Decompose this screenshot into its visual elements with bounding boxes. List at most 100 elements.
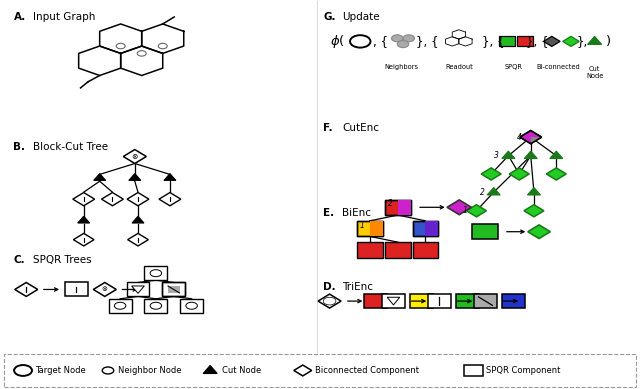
Polygon shape bbox=[528, 225, 550, 238]
Text: $\phi($: $\phi($ bbox=[330, 33, 344, 50]
Polygon shape bbox=[387, 297, 400, 305]
Text: Target Node: Target Node bbox=[35, 366, 86, 375]
Bar bbox=[357, 221, 383, 237]
Text: CutEnc: CutEnc bbox=[342, 123, 380, 133]
Polygon shape bbox=[370, 221, 383, 237]
Text: G.: G. bbox=[323, 12, 336, 22]
Polygon shape bbox=[129, 173, 141, 180]
Text: ): ) bbox=[605, 35, 611, 48]
Text: }, {: }, { bbox=[481, 35, 504, 48]
Polygon shape bbox=[543, 36, 560, 46]
Bar bbox=[127, 282, 150, 296]
Circle shape bbox=[350, 35, 371, 47]
Bar bbox=[357, 221, 383, 237]
Polygon shape bbox=[502, 151, 515, 159]
Polygon shape bbox=[481, 168, 501, 180]
Polygon shape bbox=[294, 365, 312, 376]
Text: F.: F. bbox=[323, 123, 333, 133]
Bar bbox=[109, 299, 132, 313]
Bar bbox=[65, 282, 88, 296]
Text: Neighbors: Neighbors bbox=[385, 64, 419, 70]
Polygon shape bbox=[467, 205, 486, 217]
Polygon shape bbox=[168, 286, 179, 293]
Text: }, {: }, { bbox=[417, 35, 439, 48]
Bar bbox=[410, 294, 433, 308]
Circle shape bbox=[392, 35, 403, 42]
Polygon shape bbox=[74, 233, 94, 246]
Bar bbox=[413, 221, 438, 237]
Bar bbox=[428, 294, 451, 308]
Polygon shape bbox=[102, 193, 124, 206]
Polygon shape bbox=[447, 200, 471, 215]
Polygon shape bbox=[127, 193, 149, 206]
Text: , {: , { bbox=[373, 35, 388, 48]
Polygon shape bbox=[588, 36, 602, 44]
Circle shape bbox=[137, 51, 146, 56]
Polygon shape bbox=[520, 131, 541, 144]
Polygon shape bbox=[398, 200, 411, 215]
Text: TriEnc: TriEnc bbox=[342, 282, 373, 292]
Polygon shape bbox=[474, 294, 497, 308]
Circle shape bbox=[158, 43, 167, 49]
Bar bbox=[385, 200, 411, 215]
Text: SPQR: SPQR bbox=[504, 64, 522, 70]
Polygon shape bbox=[127, 233, 148, 246]
Bar bbox=[364, 294, 387, 308]
Text: BiEnc: BiEnc bbox=[342, 208, 371, 218]
Text: 1: 1 bbox=[360, 221, 364, 230]
Polygon shape bbox=[524, 205, 544, 217]
Bar bbox=[145, 299, 168, 313]
Text: Update: Update bbox=[342, 12, 380, 22]
Text: A.: A. bbox=[13, 12, 26, 22]
Circle shape bbox=[150, 270, 162, 277]
Bar bbox=[413, 221, 438, 237]
Polygon shape bbox=[132, 216, 144, 223]
Bar bbox=[464, 364, 483, 376]
Text: 2: 2 bbox=[479, 187, 484, 197]
Polygon shape bbox=[15, 282, 38, 296]
Polygon shape bbox=[124, 149, 147, 163]
Polygon shape bbox=[159, 193, 181, 206]
Text: 1: 1 bbox=[463, 206, 467, 215]
Text: SPQR Trees: SPQR Trees bbox=[33, 254, 92, 265]
Text: Biconnected Component: Biconnected Component bbox=[315, 366, 419, 375]
Polygon shape bbox=[93, 173, 106, 180]
Text: 2: 2 bbox=[388, 199, 392, 208]
Polygon shape bbox=[203, 365, 217, 373]
Polygon shape bbox=[77, 216, 90, 223]
Text: ⊗: ⊗ bbox=[132, 152, 138, 161]
Text: D.: D. bbox=[323, 282, 336, 292]
Text: B.: B. bbox=[13, 142, 26, 152]
Circle shape bbox=[397, 40, 409, 47]
Text: 3: 3 bbox=[494, 151, 499, 160]
Polygon shape bbox=[531, 137, 541, 144]
Circle shape bbox=[116, 43, 125, 49]
Circle shape bbox=[115, 302, 126, 309]
Bar bbox=[456, 294, 479, 308]
Polygon shape bbox=[524, 151, 537, 159]
Text: Input Graph: Input Graph bbox=[33, 12, 95, 22]
Bar bbox=[145, 266, 168, 280]
Polygon shape bbox=[527, 187, 540, 195]
Text: 4: 4 bbox=[516, 133, 522, 142]
Bar bbox=[357, 242, 383, 258]
Text: Neighbor Node: Neighbor Node bbox=[118, 366, 181, 375]
Bar bbox=[516, 36, 533, 46]
Bar bbox=[472, 224, 497, 240]
Polygon shape bbox=[547, 168, 566, 180]
Text: E.: E. bbox=[323, 208, 334, 218]
Circle shape bbox=[403, 35, 415, 42]
Polygon shape bbox=[164, 173, 176, 180]
Polygon shape bbox=[563, 36, 579, 46]
Text: Readout: Readout bbox=[445, 64, 473, 70]
Circle shape bbox=[186, 302, 197, 309]
Bar bbox=[4, 354, 636, 387]
Bar bbox=[180, 299, 203, 313]
Bar bbox=[502, 294, 525, 308]
Bar bbox=[163, 282, 185, 296]
Circle shape bbox=[14, 365, 32, 376]
Bar bbox=[163, 282, 185, 296]
Polygon shape bbox=[487, 187, 500, 195]
Bar bbox=[385, 200, 411, 215]
Polygon shape bbox=[550, 151, 563, 159]
